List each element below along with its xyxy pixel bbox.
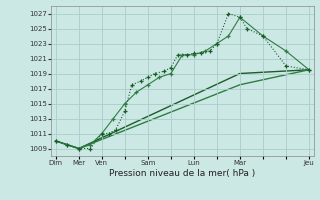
X-axis label: Pression niveau de la mer( hPa ): Pression niveau de la mer( hPa ) [109,169,256,178]
